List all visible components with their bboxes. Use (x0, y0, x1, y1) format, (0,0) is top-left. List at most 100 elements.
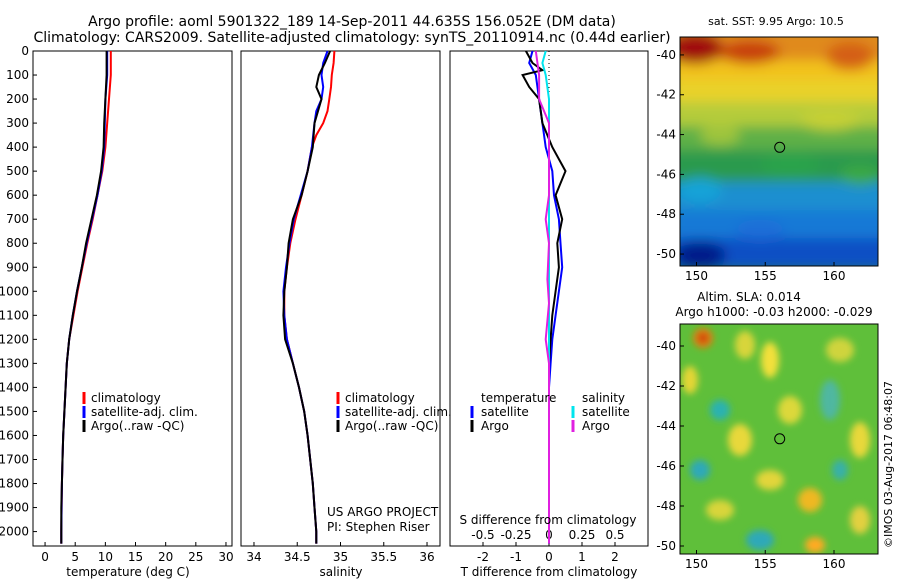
x-tick-label: 2 (611, 550, 619, 564)
s-difference-tick-label: 0.25 (569, 528, 596, 542)
x-tick-label: 0 (545, 550, 553, 564)
depth-tick-label: 0 (21, 44, 29, 58)
sla-map-frame (679, 323, 879, 555)
salinity-axis-label: salinity (319, 565, 362, 579)
x-tick-label: 20 (158, 550, 173, 564)
s-difference-tick-label: -0.25 (500, 528, 531, 542)
salinity-legend: climatology satellite-adj. clim. Argo(..… (336, 391, 452, 433)
map-x-tick-label: 150 (685, 557, 708, 571)
depth-tick-label: 1200 (0, 332, 29, 346)
x-tick-label: 15 (128, 550, 143, 564)
legend-label: satellite (582, 405, 630, 419)
map-x-tick-label: 155 (754, 269, 777, 283)
temperature-panel (32, 50, 233, 547)
x-tick-label: 1 (578, 550, 586, 564)
sst-argo-marker (774, 141, 786, 153)
series-line-argo-raw-qc- (60, 51, 108, 544)
depth-tick-label: 1900 (0, 501, 29, 515)
depth-tick-label: 1000 (0, 284, 29, 298)
x-tick-label: 34 (246, 550, 261, 564)
depth-tick-label: 1800 (0, 477, 29, 491)
legend-label: Argo(..raw -QC) (345, 419, 438, 433)
depth-tick-label: 1100 (0, 308, 29, 322)
depth-tick-label: 700 (6, 212, 29, 226)
legend-label: Argo (481, 419, 509, 433)
salinity-panel (240, 50, 441, 547)
legend-label: climatology (91, 391, 161, 405)
x-tick-label: 30 (218, 550, 233, 564)
difference-legend: temperature satellite Argo salinity sate… (470, 391, 630, 433)
map-y-tick-label: -44 (656, 419, 676, 433)
figure-subtitle: Climatology: CARS2009. Satellite-adjuste… (33, 30, 670, 46)
s-difference-axis-label: S difference from climatology (460, 513, 637, 527)
map-y-tick-label: -50 (656, 539, 676, 553)
x-tick-label: 34.5 (284, 550, 311, 564)
temperature-legend: climatology satellite-adj. clim. Argo(..… (82, 391, 198, 433)
sla-map-title: Altim. SLA: 0.014 (697, 290, 801, 304)
sla-argo-marker (774, 433, 786, 445)
depth-tick-label: 1300 (0, 356, 29, 370)
sst-map-title: sat. SST: 9.95 Argo: 10.5 (708, 15, 844, 28)
s-difference-tick-label: 0.5 (605, 528, 624, 542)
depth-tick-label: 900 (6, 260, 29, 274)
figure-title: Argo profile: aoml 5901322_189 14-Sep-20… (88, 14, 616, 30)
temperature-axis-label: temperature (deg C) (66, 565, 189, 579)
map-y-tick-label: -50 (656, 247, 676, 261)
legend-label: satellite-adj. clim. (91, 405, 198, 419)
map-x-tick-label: 160 (823, 557, 846, 571)
x-tick-label: 25 (188, 550, 203, 564)
series-line-salinity-argo (534, 50, 551, 544)
project-annotation: US ARGO PROJECT (327, 505, 439, 519)
depth-tick-label: 2000 (0, 525, 29, 539)
legend-label: Argo(..raw -QC) (91, 419, 184, 433)
legend-label: satellite (481, 405, 529, 419)
map-y-tick-label: -42 (656, 88, 676, 102)
depth-tick-label: 200 (6, 92, 29, 106)
x-tick-label: 0 (41, 550, 49, 564)
x-tick-label: 35 (333, 550, 348, 564)
map-x-tick-label: 160 (823, 269, 846, 283)
series-line-satellite-adj-clim- (60, 51, 109, 544)
depth-tick-label: 600 (6, 188, 29, 202)
series-line-satellite-adj-clim- (282, 50, 329, 544)
x-tick-label: -2 (477, 550, 489, 564)
series-line-climatology (283, 50, 336, 544)
depth-tick-label: 1400 (0, 380, 29, 394)
depth-tick-label: 400 (6, 140, 29, 154)
legend-label: climatology (345, 391, 415, 405)
map-y-tick-label: -40 (656, 339, 676, 353)
map-y-tick-label: -48 (656, 207, 676, 221)
map-y-tick-label: -48 (656, 499, 676, 513)
map-y-tick-label: -46 (656, 459, 676, 473)
x-tick-label: -1 (510, 550, 522, 564)
map-x-tick-label: 155 (754, 557, 777, 571)
x-tick-label: 35.5 (370, 550, 397, 564)
depth-tick-label: 100 (6, 68, 29, 82)
depth-tick-label: 1600 (0, 428, 29, 442)
depth-tick-label: 500 (6, 164, 29, 178)
sla-heatmap (680, 324, 878, 554)
sla-map-subtitle: Argo h1000: -0.03 h2000: -0.029 (675, 305, 872, 319)
x-tick-label: 5 (71, 550, 79, 564)
depth-tick-label: 1500 (0, 404, 29, 418)
map-y-tick-label: -46 (656, 167, 676, 181)
imos-credit: ©IMOS 03-Aug-2017 06:48:07 (882, 381, 895, 548)
map-x-tick-label: 150 (685, 269, 708, 283)
depth-tick-label: 800 (6, 236, 29, 250)
legend-label: Argo (582, 419, 610, 433)
depth-tick-label: 300 (6, 116, 29, 130)
map-y-tick-label: -40 (656, 48, 676, 62)
x-tick-label: 10 (98, 550, 113, 564)
x-tick-label: 36 (419, 550, 434, 564)
map-y-tick-label: -44 (656, 128, 676, 142)
t-difference-axis-label: T difference from climatology (460, 565, 638, 579)
sst-heatmap (680, 37, 878, 266)
pi-annotation: PI: Stephen Riser (327, 520, 430, 534)
map-y-tick-label: -42 (656, 379, 676, 393)
legend-title-temperature: temperature (481, 391, 556, 405)
series-line-temperature-satellite (528, 50, 564, 544)
legend-title-salinity: salinity (582, 391, 625, 405)
sst-map-frame (679, 36, 879, 267)
s-difference-tick-label: -0.5 (471, 528, 494, 542)
